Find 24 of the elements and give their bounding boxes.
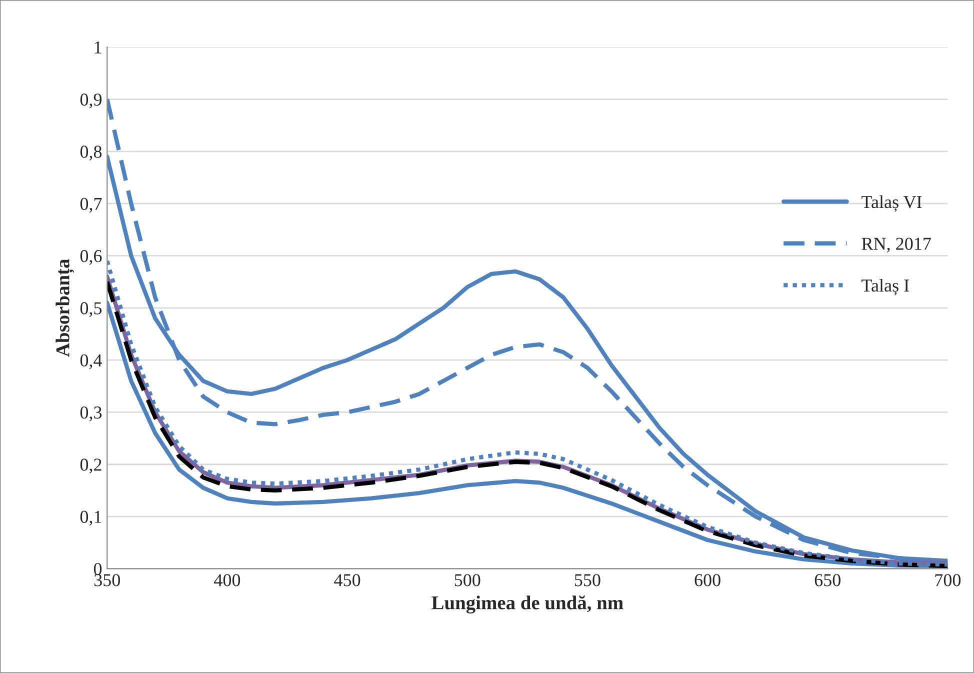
x-tick-label: 600: [694, 574, 720, 586]
legend-label: Talaș I: [862, 278, 909, 296]
y-tick-label: 0,1: [80, 510, 102, 526]
y-tick-label: 0,7: [80, 198, 102, 213]
x-tick-label: 700: [935, 574, 961, 586]
y-tick-label: 1: [94, 41, 102, 54]
y-axis-title: Absorbanța: [56, 259, 74, 357]
x-tick-label: 650: [814, 574, 840, 586]
y-tick-label: 0,9: [80, 94, 102, 108]
y-tick-label: 0,5: [80, 302, 102, 317]
x-tick-label: 350: [94, 574, 120, 586]
y-tick-label: 0,2: [80, 458, 102, 474]
x-tick-label: 450: [334, 574, 360, 586]
y-tick-label: 0: [94, 562, 102, 576]
legend-label: RN, 2017: [862, 238, 931, 252]
x-tick-label: 550: [574, 574, 600, 586]
x-tick-label: 500: [454, 574, 480, 586]
x-tick-label: 400: [214, 574, 240, 586]
y-tick-label: 0,3: [80, 406, 102, 422]
y-tick-label: 0,6: [80, 250, 102, 265]
x-axis-title: Lungimea de undă, nm: [432, 595, 624, 614]
legend-label: Talaș VI: [862, 195, 922, 212]
y-tick-label: 0,4: [80, 354, 102, 370]
y-tick-label: 0,8: [80, 146, 102, 160]
